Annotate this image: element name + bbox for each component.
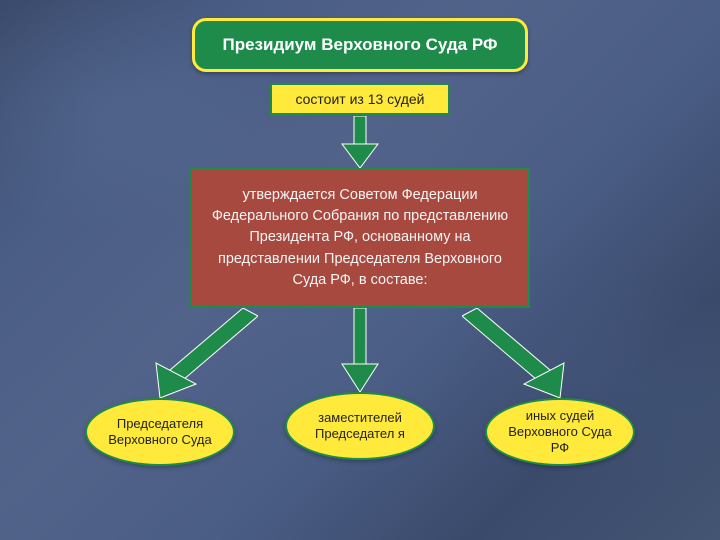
subtitle-text: состоит из 13 судей — [295, 91, 424, 107]
ellipse-3-text: иных судей Верховного Суда РФ — [499, 408, 621, 457]
ellipse-1-text: Председателя Верховного Суда — [99, 416, 221, 449]
arrow-down-right — [462, 308, 572, 398]
ellipse-2: заместителей Председател я — [285, 392, 435, 460]
main-text: утверждается Советом Федерации Федеральн… — [210, 185, 510, 290]
title-text: Президиум Верховного Суда РФ — [222, 35, 497, 55]
arrow-down-center — [340, 308, 380, 392]
title-box: Президиум Верховного Суда РФ — [192, 18, 528, 72]
arrow-down-left — [148, 308, 258, 398]
ellipse-3: иных судей Верховного Суда РФ — [485, 398, 635, 466]
ellipse-2-text: заместителей Председател я — [299, 410, 421, 443]
main-box: утверждается Советом Федерации Федеральн… — [190, 168, 530, 308]
subtitle-box: состоит из 13 судей — [270, 83, 450, 115]
ellipse-1: Председателя Верховного Суда — [85, 398, 235, 466]
arrow-down-1 — [340, 116, 380, 168]
